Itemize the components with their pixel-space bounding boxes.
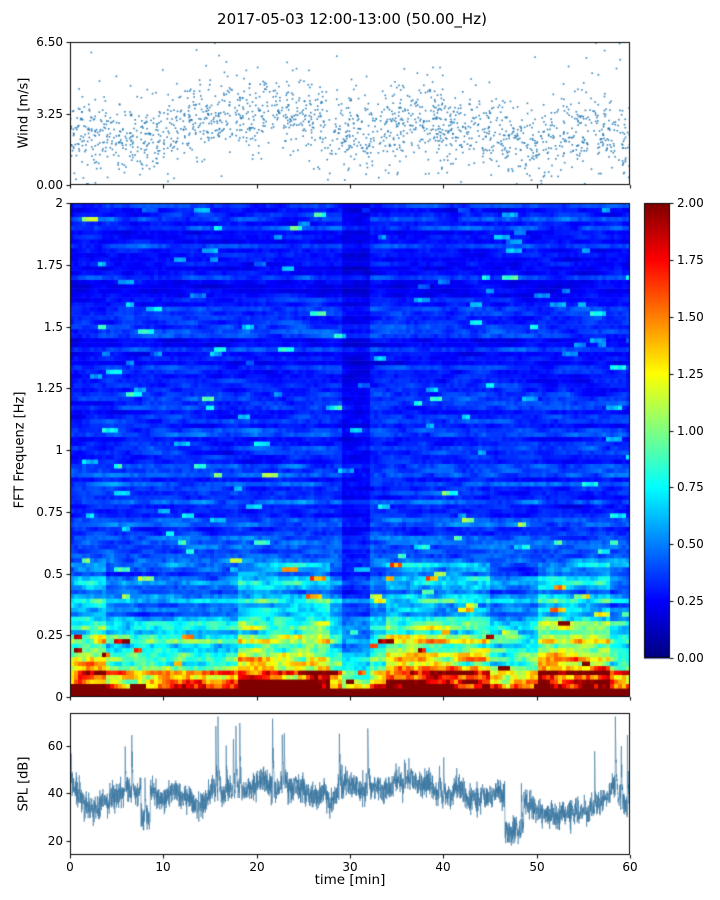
figure: 2017-05-03 12:00-13:00 (50.00_Hz) Wind [… (0, 0, 720, 900)
figure-canvas (0, 0, 720, 900)
